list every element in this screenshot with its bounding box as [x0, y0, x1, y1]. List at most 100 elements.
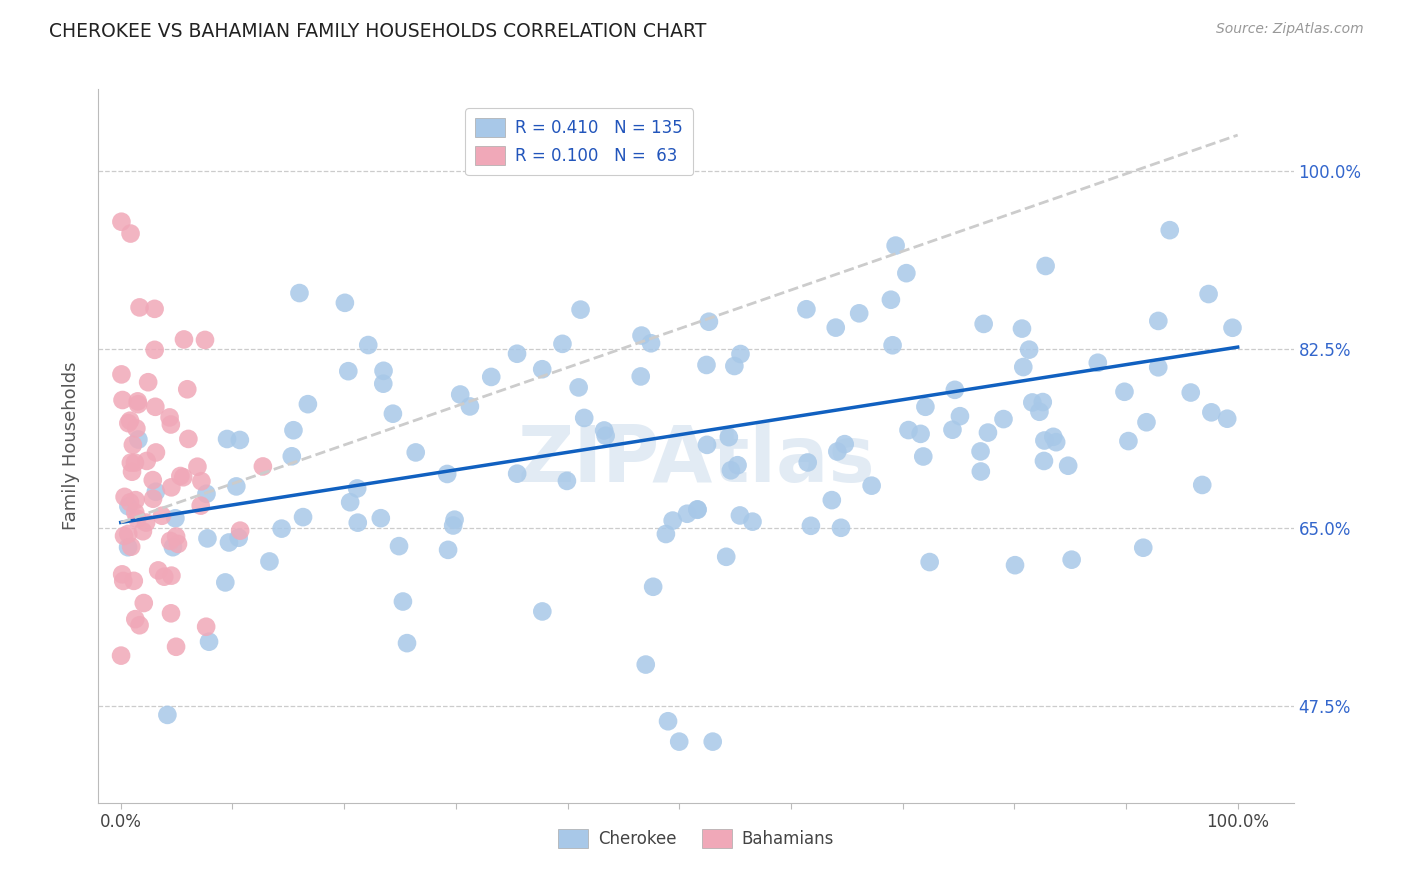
Point — [159, 533, 181, 548]
Point — [145, 484, 167, 499]
Point — [110, 368, 132, 382]
Point — [697, 315, 720, 329]
Point — [796, 302, 818, 317]
Point — [449, 387, 471, 401]
Point — [443, 513, 465, 527]
Point — [634, 657, 657, 672]
Point — [910, 426, 932, 441]
Point — [531, 362, 554, 376]
Point — [1216, 411, 1239, 425]
Point — [121, 465, 143, 479]
Point — [124, 506, 146, 520]
Point — [1021, 395, 1043, 409]
Point — [162, 540, 184, 554]
Point — [136, 375, 159, 389]
Point — [993, 412, 1015, 426]
Point — [339, 495, 361, 509]
Point — [148, 563, 170, 577]
Point — [110, 648, 132, 663]
Point — [114, 490, 136, 504]
Point — [167, 537, 190, 551]
Point — [195, 487, 218, 501]
Point — [696, 438, 718, 452]
Point — [117, 500, 139, 514]
Point — [1032, 454, 1054, 468]
Point — [436, 467, 458, 481]
Point — [1004, 558, 1026, 573]
Point — [120, 540, 142, 554]
Point — [1201, 405, 1223, 419]
Point — [110, 215, 132, 229]
Point — [127, 433, 149, 447]
Point — [695, 358, 717, 372]
Point — [297, 397, 319, 411]
Point — [884, 238, 907, 252]
Point — [218, 535, 240, 549]
Point — [346, 482, 368, 496]
Point — [943, 383, 966, 397]
Point — [479, 370, 502, 384]
Point — [124, 456, 146, 470]
Point — [717, 430, 740, 444]
Point — [127, 394, 149, 409]
Point — [173, 333, 195, 347]
Point — [150, 508, 173, 523]
Point — [259, 554, 281, 568]
Point — [880, 293, 903, 307]
Point — [568, 380, 591, 394]
Point — [821, 493, 844, 508]
Point — [135, 516, 157, 530]
Point — [657, 714, 679, 729]
Point — [1222, 320, 1244, 334]
Point — [186, 459, 208, 474]
Point — [1135, 415, 1157, 429]
Point — [827, 444, 849, 458]
Point — [194, 333, 217, 347]
Point — [346, 516, 368, 530]
Point — [441, 518, 464, 533]
Point — [165, 529, 187, 543]
Point — [111, 392, 134, 407]
Point — [388, 539, 411, 553]
Point — [128, 618, 150, 632]
Point — [405, 445, 427, 459]
Point — [125, 421, 148, 435]
Point — [834, 437, 856, 451]
Point — [229, 524, 252, 538]
Point — [228, 531, 250, 545]
Point — [120, 495, 142, 509]
Point — [165, 511, 187, 525]
Point — [177, 432, 200, 446]
Point — [970, 465, 993, 479]
Point — [395, 636, 418, 650]
Text: ZIPAtlas: ZIPAtlas — [517, 422, 875, 499]
Point — [270, 522, 292, 536]
Point — [143, 343, 166, 357]
Point — [593, 424, 616, 438]
Point — [1045, 435, 1067, 450]
Point — [124, 612, 146, 626]
Point — [595, 429, 617, 443]
Point — [830, 521, 852, 535]
Point — [897, 423, 920, 437]
Point — [143, 400, 166, 414]
Point — [720, 463, 742, 477]
Point — [1114, 384, 1136, 399]
Point — [283, 423, 305, 437]
Point — [132, 524, 155, 539]
Point — [702, 734, 724, 748]
Point — [969, 444, 991, 458]
Point — [198, 634, 221, 648]
Point — [169, 469, 191, 483]
Point — [716, 549, 738, 564]
Point — [1132, 541, 1154, 555]
Point — [288, 286, 311, 301]
Point — [918, 555, 941, 569]
Point — [117, 541, 139, 555]
Point — [1028, 405, 1050, 419]
Point — [143, 301, 166, 316]
Point — [437, 542, 460, 557]
Point — [569, 302, 592, 317]
Point — [630, 369, 652, 384]
Point — [381, 407, 404, 421]
